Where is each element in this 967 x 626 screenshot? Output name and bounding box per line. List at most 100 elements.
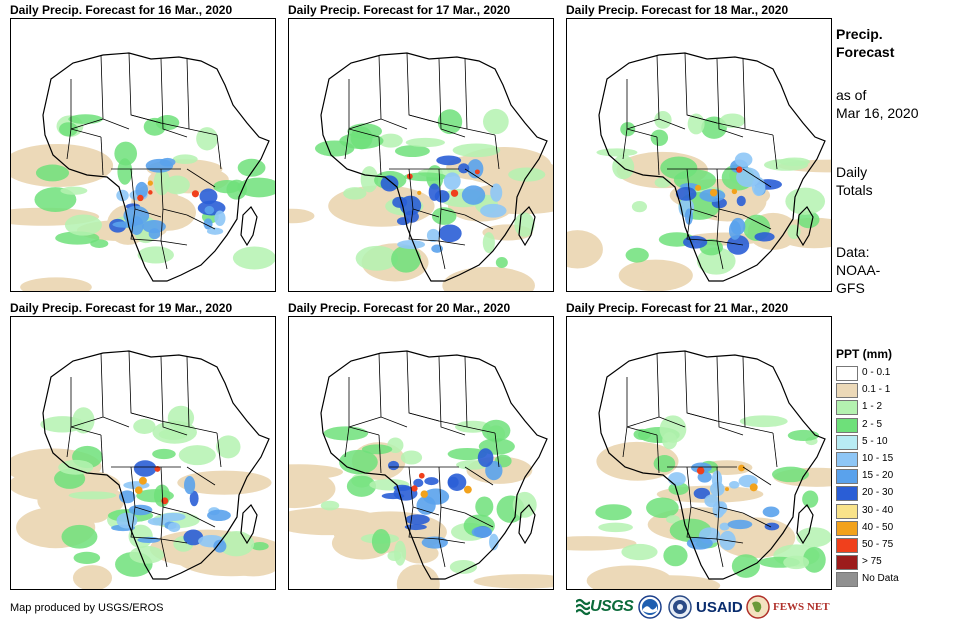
country-border: [494, 432, 500, 468]
country-border: [100, 54, 130, 130]
legend-label: 20 - 30: [862, 487, 894, 499]
precip-area: [401, 543, 439, 564]
precip-area: [355, 245, 399, 271]
precip-area: [731, 554, 760, 578]
country-border: [186, 512, 216, 528]
country-border: [216, 134, 222, 170]
legend-label: 1 - 2: [862, 401, 883, 413]
precip-area: [237, 158, 266, 177]
coastline: [598, 350, 826, 580]
precip-area: [339, 132, 384, 149]
precip-area: [405, 514, 430, 525]
precip-area: [20, 277, 92, 291]
precip-area: [148, 228, 161, 240]
precip-area: [138, 476, 147, 485]
precip-area: [452, 143, 501, 158]
country-border: [344, 128, 350, 160]
precip-area: [134, 486, 143, 495]
panel-title: Daily Precip. Forecast for 18 Mar., 2020: [566, 3, 789, 17]
precip-area: [738, 464, 745, 472]
precip-area: [416, 496, 436, 515]
precip-area: [567, 536, 637, 551]
precip-area: [719, 113, 746, 129]
sidebar-asof-line2: Mar 16, 2020: [836, 105, 919, 121]
precip-area: [167, 522, 181, 533]
sidebar-data-line3: GFS: [836, 280, 865, 296]
precip-area: [783, 555, 810, 570]
legend-swatch: [836, 417, 858, 433]
precip-area: [397, 240, 426, 250]
precip-area: [764, 522, 780, 531]
precip-map: [10, 316, 276, 590]
precip-area: [653, 455, 676, 473]
country-border: [406, 52, 440, 124]
usaid-logo: USAID: [696, 594, 746, 620]
precip-area: [730, 217, 746, 235]
precip-area: [371, 528, 391, 554]
country-border: [772, 432, 778, 468]
precip-area: [148, 190, 153, 195]
country-border: [686, 412, 774, 434]
country-border: [438, 356, 466, 436]
precip-area: [684, 208, 693, 225]
precip-area: [11, 143, 114, 188]
country-border: [464, 512, 494, 528]
precip-area: [418, 472, 425, 479]
precip-area: [474, 169, 480, 175]
country-border: [100, 136, 104, 176]
precip-area: [495, 256, 508, 269]
country-border: [686, 114, 774, 136]
precip-area: [289, 469, 336, 509]
country-border: [686, 208, 718, 242]
fews-logo-text: FEWS NET: [773, 601, 830, 613]
precip-area: [461, 185, 486, 205]
precip-area: [128, 504, 153, 516]
usgs-logo-text: USGS: [590, 598, 634, 615]
country-border: [742, 214, 772, 230]
precip-area: [114, 141, 138, 166]
legend-label: 0.1 - 1: [862, 384, 891, 396]
precip-area: [785, 187, 826, 215]
precip-area: [346, 475, 377, 497]
precip-area: [666, 515, 680, 524]
panel-title: Daily Precip. Forecast for 16 Mar., 2020: [10, 3, 233, 17]
legend-label: No Data: [862, 573, 899, 585]
country-border: [438, 240, 446, 270]
precip-area: [40, 416, 85, 433]
sidebar-title-line2: Forecast: [836, 44, 895, 60]
precip-area: [396, 564, 440, 589]
precip-area: [481, 419, 511, 442]
precip-area: [392, 196, 408, 208]
panel-title: Daily Precip. Forecast for 17 Mar., 2020: [288, 3, 511, 17]
dos-seal-logo: [666, 594, 694, 620]
precip-area: [471, 526, 493, 538]
country-border: [464, 466, 494, 486]
precip-area: [489, 533, 499, 551]
precip-area: [172, 154, 198, 164]
coastline: [598, 52, 826, 282]
country-border: [408, 506, 440, 540]
country-border: [348, 377, 380, 436]
country-border: [742, 356, 746, 428]
precip-area: [625, 247, 649, 263]
precip-area: [59, 122, 78, 137]
precip-area: [438, 224, 462, 243]
precip-area: [378, 133, 403, 148]
coastline: [796, 206, 814, 247]
sidebar-daily-line2: Totals: [836, 182, 873, 198]
precip-area: [64, 214, 102, 236]
precip-area: [434, 190, 450, 203]
coastline: [518, 206, 536, 247]
precip-area: [736, 167, 760, 188]
precip-area: [164, 175, 190, 195]
coastline: [518, 504, 536, 545]
legend-swatch: [836, 451, 858, 467]
country-border: [378, 136, 382, 176]
precip-area: [683, 235, 708, 249]
usgs-logo: USGS: [576, 594, 634, 620]
precip-area: [447, 447, 487, 461]
precip-area: [724, 487, 730, 492]
precip-area: [133, 418, 156, 434]
precip-area: [380, 175, 399, 192]
precip-area: [567, 230, 603, 269]
